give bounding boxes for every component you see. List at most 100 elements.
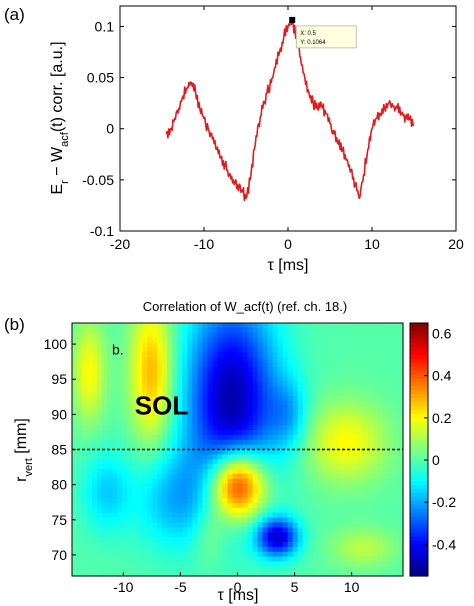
heatmap-cell [167, 498, 173, 504]
heatmap-cell [177, 537, 183, 543]
heatmap-cell [137, 391, 143, 397]
heatmap-cell [257, 381, 264, 387]
heatmap-cell [77, 381, 83, 387]
heatmap-cell [377, 361, 384, 368]
heatmap-cell [122, 546, 128, 553]
heatmap-cell [347, 400, 354, 407]
heatmap-cell [167, 532, 173, 538]
heatmap-cell [127, 527, 133, 533]
heatmap-cell [122, 352, 128, 358]
heatmap-cell [322, 366, 329, 373]
heatmap-cell [177, 522, 183, 528]
heatmap-cell [152, 361, 158, 368]
heatmap-cell [107, 430, 113, 436]
heatmap-cell [242, 425, 249, 431]
heatmap-cell [192, 566, 198, 572]
heatmap-cell [122, 366, 128, 373]
heatmap-cell [267, 376, 274, 382]
heatmap-cell [142, 430, 148, 436]
heatmap-cell [317, 522, 324, 528]
heatmap-cell [377, 571, 384, 577]
heatmap-cell [317, 366, 324, 373]
heatmap-cell [267, 337, 274, 344]
heatmap-cell [217, 468, 224, 475]
heatmap-cell [337, 347, 344, 353]
heatmap-cell [82, 395, 88, 402]
heatmap-cell [347, 327, 354, 334]
heatmap-cell [292, 449, 299, 455]
heatmap-cell [277, 342, 284, 348]
heatmap-cell [217, 512, 224, 519]
heatmap-cell [172, 517, 178, 524]
heatmap-cell [237, 381, 244, 387]
heatmap-cell [77, 551, 83, 558]
heatmap-cell [192, 532, 198, 538]
heatmap-cell [382, 361, 389, 368]
heatmap-cell [147, 464, 153, 470]
heatmap-cell [197, 332, 203, 339]
heatmap-cell [322, 342, 329, 348]
heatmap-cell [237, 366, 244, 373]
heatmap-cell [322, 405, 329, 412]
heatmap-cell [312, 507, 319, 514]
heatmap-cell [152, 400, 158, 407]
heatmap-cell [127, 546, 133, 553]
heatmap-cell [92, 571, 98, 577]
heatmap-cell [182, 381, 188, 387]
heatmap-cell [202, 430, 209, 436]
heatmap-cell [307, 527, 314, 533]
heatmap-cell [132, 405, 138, 412]
heatmap-cell [357, 366, 364, 373]
heatmap-cell [232, 415, 239, 421]
heatmap-cell [147, 449, 153, 455]
heatmap-cell [347, 493, 354, 499]
heatmap-cell [357, 400, 364, 407]
heatmap-cell [107, 507, 113, 514]
b-ytick-label: 75 [51, 512, 67, 528]
panel-b-annotation-sol: SOL [135, 390, 189, 420]
heatmap-cell [387, 395, 394, 402]
heatmap-cell [127, 454, 133, 460]
heatmap-cell [132, 420, 138, 426]
heatmap-cell [297, 430, 304, 436]
colorbar-segment [410, 552, 428, 557]
heatmap-cell [92, 323, 98, 329]
heatmap-cell [317, 337, 324, 344]
heatmap-cell [82, 483, 88, 490]
heatmap-cell [352, 503, 359, 509]
heatmap-cell [362, 561, 369, 567]
heatmap-cell [277, 420, 284, 426]
heatmap-cell [137, 425, 143, 431]
heatmap-cell [352, 400, 359, 407]
heatmap-cell [242, 395, 249, 402]
heatmap-cell [327, 459, 334, 465]
heatmap-cell [272, 410, 279, 417]
heatmap-cell [217, 541, 224, 548]
heatmap-cell [82, 386, 88, 392]
heatmap-cell [237, 561, 244, 567]
heatmap-cell [392, 556, 399, 563]
heatmap-cell [267, 323, 274, 329]
heatmap-cell [227, 337, 234, 344]
heatmap-cell [262, 400, 269, 407]
colorbar-tick-label: 0 [432, 452, 440, 468]
heatmap-cell [102, 332, 108, 339]
heatmap-cell [147, 541, 153, 548]
heatmap-cell [177, 357, 183, 363]
heatmap-cell [342, 386, 349, 392]
heatmap-cell [307, 342, 314, 348]
heatmap-cell [367, 395, 374, 402]
heatmap-cell [352, 434, 359, 441]
heatmap-cell [137, 464, 143, 470]
heatmap-cell [202, 425, 209, 431]
heatmap-cell [207, 512, 214, 519]
heatmap-cell [347, 498, 354, 504]
heatmap-cell [192, 498, 198, 504]
heatmap-cell [367, 352, 374, 358]
heatmap-cell [387, 425, 394, 431]
heatmap-cell [217, 566, 224, 572]
heatmap-cell [112, 391, 118, 397]
heatmap-cell [362, 478, 369, 485]
heatmap-cell [102, 537, 108, 543]
heatmap-cell [387, 405, 394, 412]
